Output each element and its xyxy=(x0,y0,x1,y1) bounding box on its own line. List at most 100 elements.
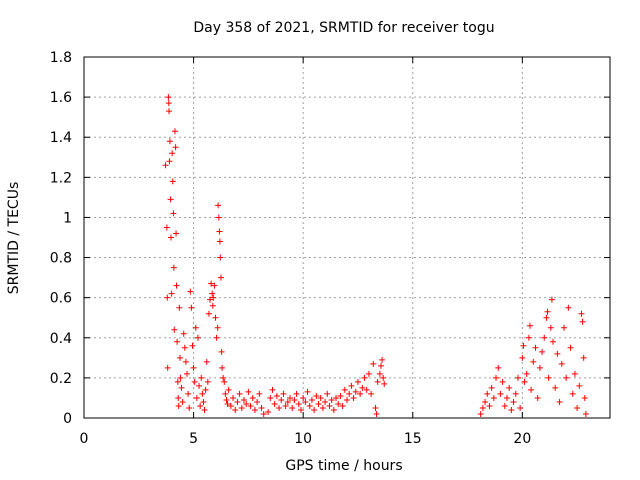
data-point xyxy=(297,406,304,413)
axis-ticks: 0 0.2 0.4 0.6 0.8 1 1.2 1.4 1.6 1.8 0 5 10 15 20 xyxy=(50,50,610,447)
data-point xyxy=(198,374,205,381)
data-point xyxy=(181,344,188,351)
data-point xyxy=(501,402,508,409)
data-point xyxy=(556,398,563,405)
data-point xyxy=(191,378,198,385)
x-tick-label: 0 xyxy=(80,431,89,447)
data-point xyxy=(339,402,346,409)
data-point xyxy=(558,360,565,367)
data-point xyxy=(379,356,386,363)
data-point xyxy=(368,390,375,397)
data-point xyxy=(209,302,216,309)
data-point xyxy=(168,234,175,241)
data-point xyxy=(269,386,276,393)
data-point xyxy=(186,404,193,411)
data-point xyxy=(333,394,340,401)
data-point xyxy=(276,404,283,411)
data-point xyxy=(179,398,186,405)
data-point xyxy=(372,404,379,411)
data-point xyxy=(486,402,493,409)
chart-title: Day 358 of 2021, SRMTID for receiver tog… xyxy=(193,20,494,36)
data-point xyxy=(211,282,218,289)
data-point xyxy=(506,384,513,391)
data-point xyxy=(519,354,526,361)
data-point xyxy=(218,348,225,355)
data-point xyxy=(243,400,250,407)
data-point xyxy=(188,304,195,311)
data-point xyxy=(171,128,178,135)
data-point xyxy=(240,396,247,403)
data-point xyxy=(550,338,557,345)
data-point xyxy=(517,404,524,411)
data-point xyxy=(317,394,324,401)
data-point xyxy=(174,378,181,385)
data-point xyxy=(495,364,502,371)
data-point xyxy=(164,364,171,371)
data-point xyxy=(359,384,366,391)
data-point xyxy=(203,358,210,365)
data-point xyxy=(197,402,204,409)
data-point xyxy=(574,404,581,411)
data-point xyxy=(328,396,335,403)
data-point xyxy=(291,396,298,403)
data-point xyxy=(254,398,261,405)
data-point xyxy=(346,390,353,397)
data-point xyxy=(199,390,206,397)
data-point xyxy=(192,324,199,331)
data-point xyxy=(219,364,226,371)
data-point xyxy=(350,394,357,401)
data-point xyxy=(200,398,207,405)
data-point xyxy=(479,404,486,411)
data-point xyxy=(245,388,252,395)
data-point xyxy=(548,296,555,303)
data-point xyxy=(528,386,535,393)
data-point xyxy=(182,358,189,365)
data-points xyxy=(162,94,589,417)
data-point xyxy=(510,398,517,405)
data-point xyxy=(493,374,500,381)
data-point xyxy=(576,382,583,389)
y-tick-label: 1.4 xyxy=(50,130,72,146)
data-point xyxy=(217,254,224,261)
data-point xyxy=(532,344,539,351)
data-point xyxy=(554,350,561,357)
data-point xyxy=(166,108,173,115)
data-point xyxy=(227,402,234,409)
data-point xyxy=(477,410,484,417)
data-point xyxy=(196,382,203,389)
data-point xyxy=(547,324,554,331)
data-point xyxy=(167,196,174,203)
data-point xyxy=(374,378,381,385)
data-point xyxy=(222,390,229,397)
data-point xyxy=(484,390,491,397)
data-point xyxy=(354,378,361,385)
data-point xyxy=(187,288,194,295)
data-point xyxy=(249,394,256,401)
data-point xyxy=(311,406,318,413)
data-point xyxy=(171,326,178,333)
data-point xyxy=(217,274,224,281)
data-point xyxy=(512,390,519,397)
data-point xyxy=(370,360,377,367)
data-point xyxy=(567,344,574,351)
data-point xyxy=(176,354,183,361)
data-point xyxy=(176,304,183,311)
data-point xyxy=(289,404,296,411)
plot-frame xyxy=(83,56,611,419)
data-point xyxy=(300,394,307,401)
data-point xyxy=(230,394,237,401)
data-point xyxy=(213,334,220,341)
data-point xyxy=(304,388,311,395)
data-point xyxy=(322,398,329,405)
data-point xyxy=(284,398,291,405)
x-tick-label: 20 xyxy=(513,431,531,447)
data-point xyxy=(234,398,241,405)
data-point xyxy=(534,394,541,401)
data-point xyxy=(173,230,180,237)
data-point xyxy=(308,396,315,403)
data-point xyxy=(341,386,348,393)
data-point xyxy=(172,144,179,151)
data-point xyxy=(352,388,359,395)
x-axis-label: GPS time / hours xyxy=(285,458,402,474)
data-point xyxy=(365,370,372,377)
